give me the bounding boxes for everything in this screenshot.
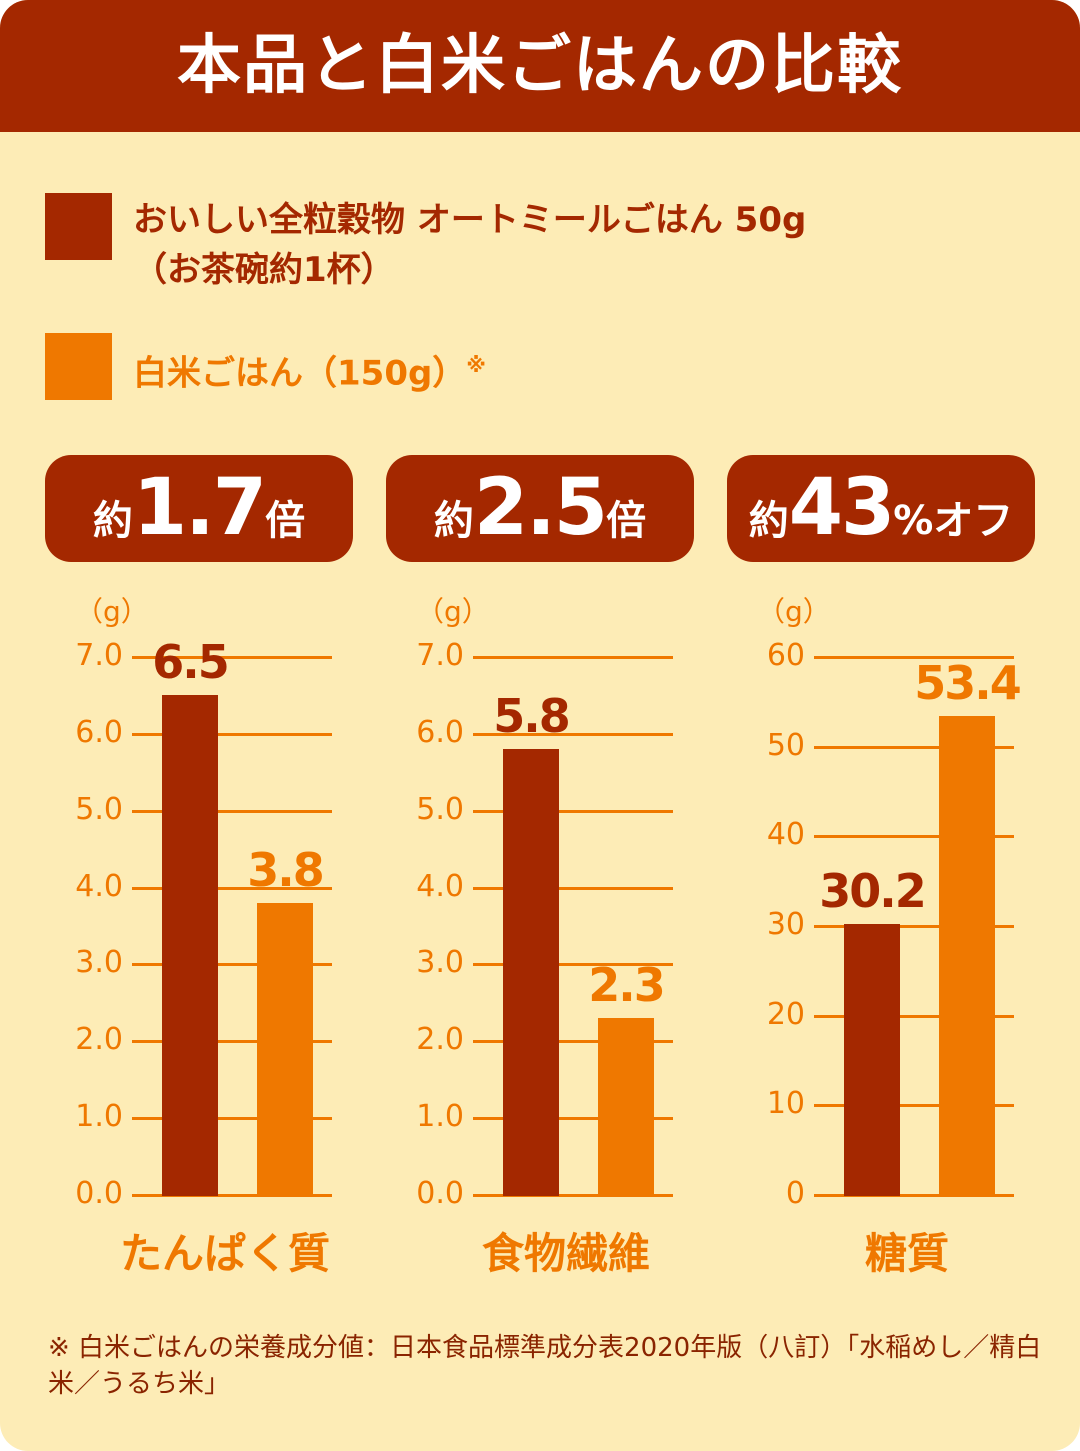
unit-label: （g） xyxy=(757,595,831,628)
gridline xyxy=(473,1040,673,1044)
value-label: 2.3 xyxy=(588,958,666,1013)
value-label: 6.5 xyxy=(152,635,230,690)
badge-pre: 約 xyxy=(433,498,474,544)
y-tick-label: 60 xyxy=(766,638,805,673)
y-tick-label: 2.0 xyxy=(416,1022,464,1058)
y-tick-label: 7.0 xyxy=(416,638,464,673)
y-tick-label: 0.0 xyxy=(75,1176,123,1211)
legend-label-rice: 白米ごはん（150g）※ xyxy=(133,340,486,398)
y-tick-label: 6.0 xyxy=(416,714,464,750)
gridline xyxy=(473,886,673,890)
bar-rice xyxy=(257,902,313,1196)
badge-carbs: 約43%オフ xyxy=(727,455,1035,562)
y-tick-label: 1.0 xyxy=(416,1099,464,1135)
bar-oatmeal xyxy=(503,749,559,1196)
legend-label-oatmeal: おいしい全粒穀物 オートミールごはん 50g （お茶碗約1杯） xyxy=(133,195,806,295)
y-tick-label: 20 xyxy=(766,996,805,1032)
gridline xyxy=(473,809,673,813)
category-label: たんぱく質 xyxy=(119,1229,330,1278)
legend-oatmeal-sub: （お茶碗約1杯） xyxy=(133,250,395,290)
chart-fiber: （g） 0.0 1.0 2.0 3.0 4.0 5.0 6.0 7.0 5.8 2.3 食物繊維 xyxy=(386,580,726,1300)
y-tick-label: 6.0 xyxy=(75,714,123,750)
bar-oatmeal xyxy=(162,695,218,1196)
value-label: 53.4 xyxy=(914,656,1022,711)
badge-pre: 約 xyxy=(92,498,133,544)
gridline xyxy=(814,925,1014,928)
gridline xyxy=(132,1194,332,1197)
chart-carbs: （g） 0 10 20 30 40 50 60 30.2 53.4 糖質 xyxy=(727,580,1067,1300)
badge-pre: 約 xyxy=(748,498,789,544)
badge-number: 43 xyxy=(788,463,896,553)
gridline xyxy=(814,835,1014,839)
y-tick-label: 40 xyxy=(766,817,805,853)
badge-number: 2.5 xyxy=(473,463,608,553)
gridline xyxy=(814,1014,1014,1018)
category-label: 食物繊維 xyxy=(481,1229,650,1278)
badge-number: 1.7 xyxy=(132,463,267,553)
legend-rice-name: 白米ごはん（150g） xyxy=(133,353,467,394)
bar-oatmeal xyxy=(844,924,900,1196)
bar-rice xyxy=(939,716,995,1196)
badge-post: 倍 xyxy=(265,498,306,544)
gridline xyxy=(132,963,332,967)
chart-protein: （g） 0.0 1.0 2.0 3.0 4.0 5.0 6.0 7.0 6.5 3.8 たんぱく質 xyxy=(45,580,385,1300)
gridline xyxy=(132,732,332,736)
gridline xyxy=(814,656,1014,659)
gridline xyxy=(473,1194,673,1197)
y-tick-label: 1.0 xyxy=(75,1099,123,1135)
gridline xyxy=(132,656,332,659)
gridline xyxy=(473,732,673,736)
badge-post: 倍 xyxy=(606,498,647,544)
badge-protein: 約1.7倍 xyxy=(45,455,353,562)
y-tick-label: 10 xyxy=(766,1086,805,1122)
gridline xyxy=(132,1117,332,1121)
badge-fiber: 約2.5倍 xyxy=(386,455,694,562)
badge-post: %オフ xyxy=(893,498,1014,544)
y-tick-label: 4.0 xyxy=(416,868,464,904)
y-tick-label: 4.0 xyxy=(75,868,123,904)
y-tick-label: 5.0 xyxy=(416,791,464,827)
gridline xyxy=(473,963,673,967)
category-label: 糖質 xyxy=(864,1229,949,1278)
unit-label: （g） xyxy=(416,595,490,628)
gridline xyxy=(814,1194,1014,1197)
gridline xyxy=(473,656,673,659)
gridline xyxy=(814,745,1014,749)
y-tick-label: 50 xyxy=(766,727,805,763)
y-tick-label: 2.0 xyxy=(75,1022,123,1058)
y-tick-label: 0.0 xyxy=(416,1176,464,1211)
gridline xyxy=(132,886,332,890)
footnote: ※ 白米ごはんの栄養成分値：日本食品標準成分表2020年版（八訂）「水稲めし／精… xyxy=(48,1333,1042,1399)
gridline xyxy=(473,1117,673,1121)
y-tick-label: 0 xyxy=(785,1176,805,1211)
bar-rice xyxy=(598,1018,654,1196)
unit-label: （g） xyxy=(75,595,149,628)
y-tick-label: 3.0 xyxy=(75,945,123,981)
page-title: 本品と白米ごはんの比較 xyxy=(0,0,1080,132)
y-tick-label: 3.0 xyxy=(416,945,464,981)
legend-rice-mark: ※ xyxy=(466,353,486,377)
gridline xyxy=(132,1040,332,1044)
legend-swatch-oatmeal xyxy=(45,193,112,260)
legend-oatmeal-name: おいしい全粒穀物 オートミールごはん 50g xyxy=(133,200,807,240)
gridline xyxy=(132,809,332,813)
y-tick-label: 30 xyxy=(766,907,805,942)
gridline xyxy=(814,1104,1014,1108)
value-label: 5.8 xyxy=(493,689,571,744)
y-tick-label: 5.0 xyxy=(75,791,123,827)
value-label: 30.2 xyxy=(819,864,927,919)
y-tick-label: 7.0 xyxy=(75,638,123,673)
value-label: 3.8 xyxy=(247,842,325,897)
legend-swatch-rice xyxy=(45,333,112,400)
